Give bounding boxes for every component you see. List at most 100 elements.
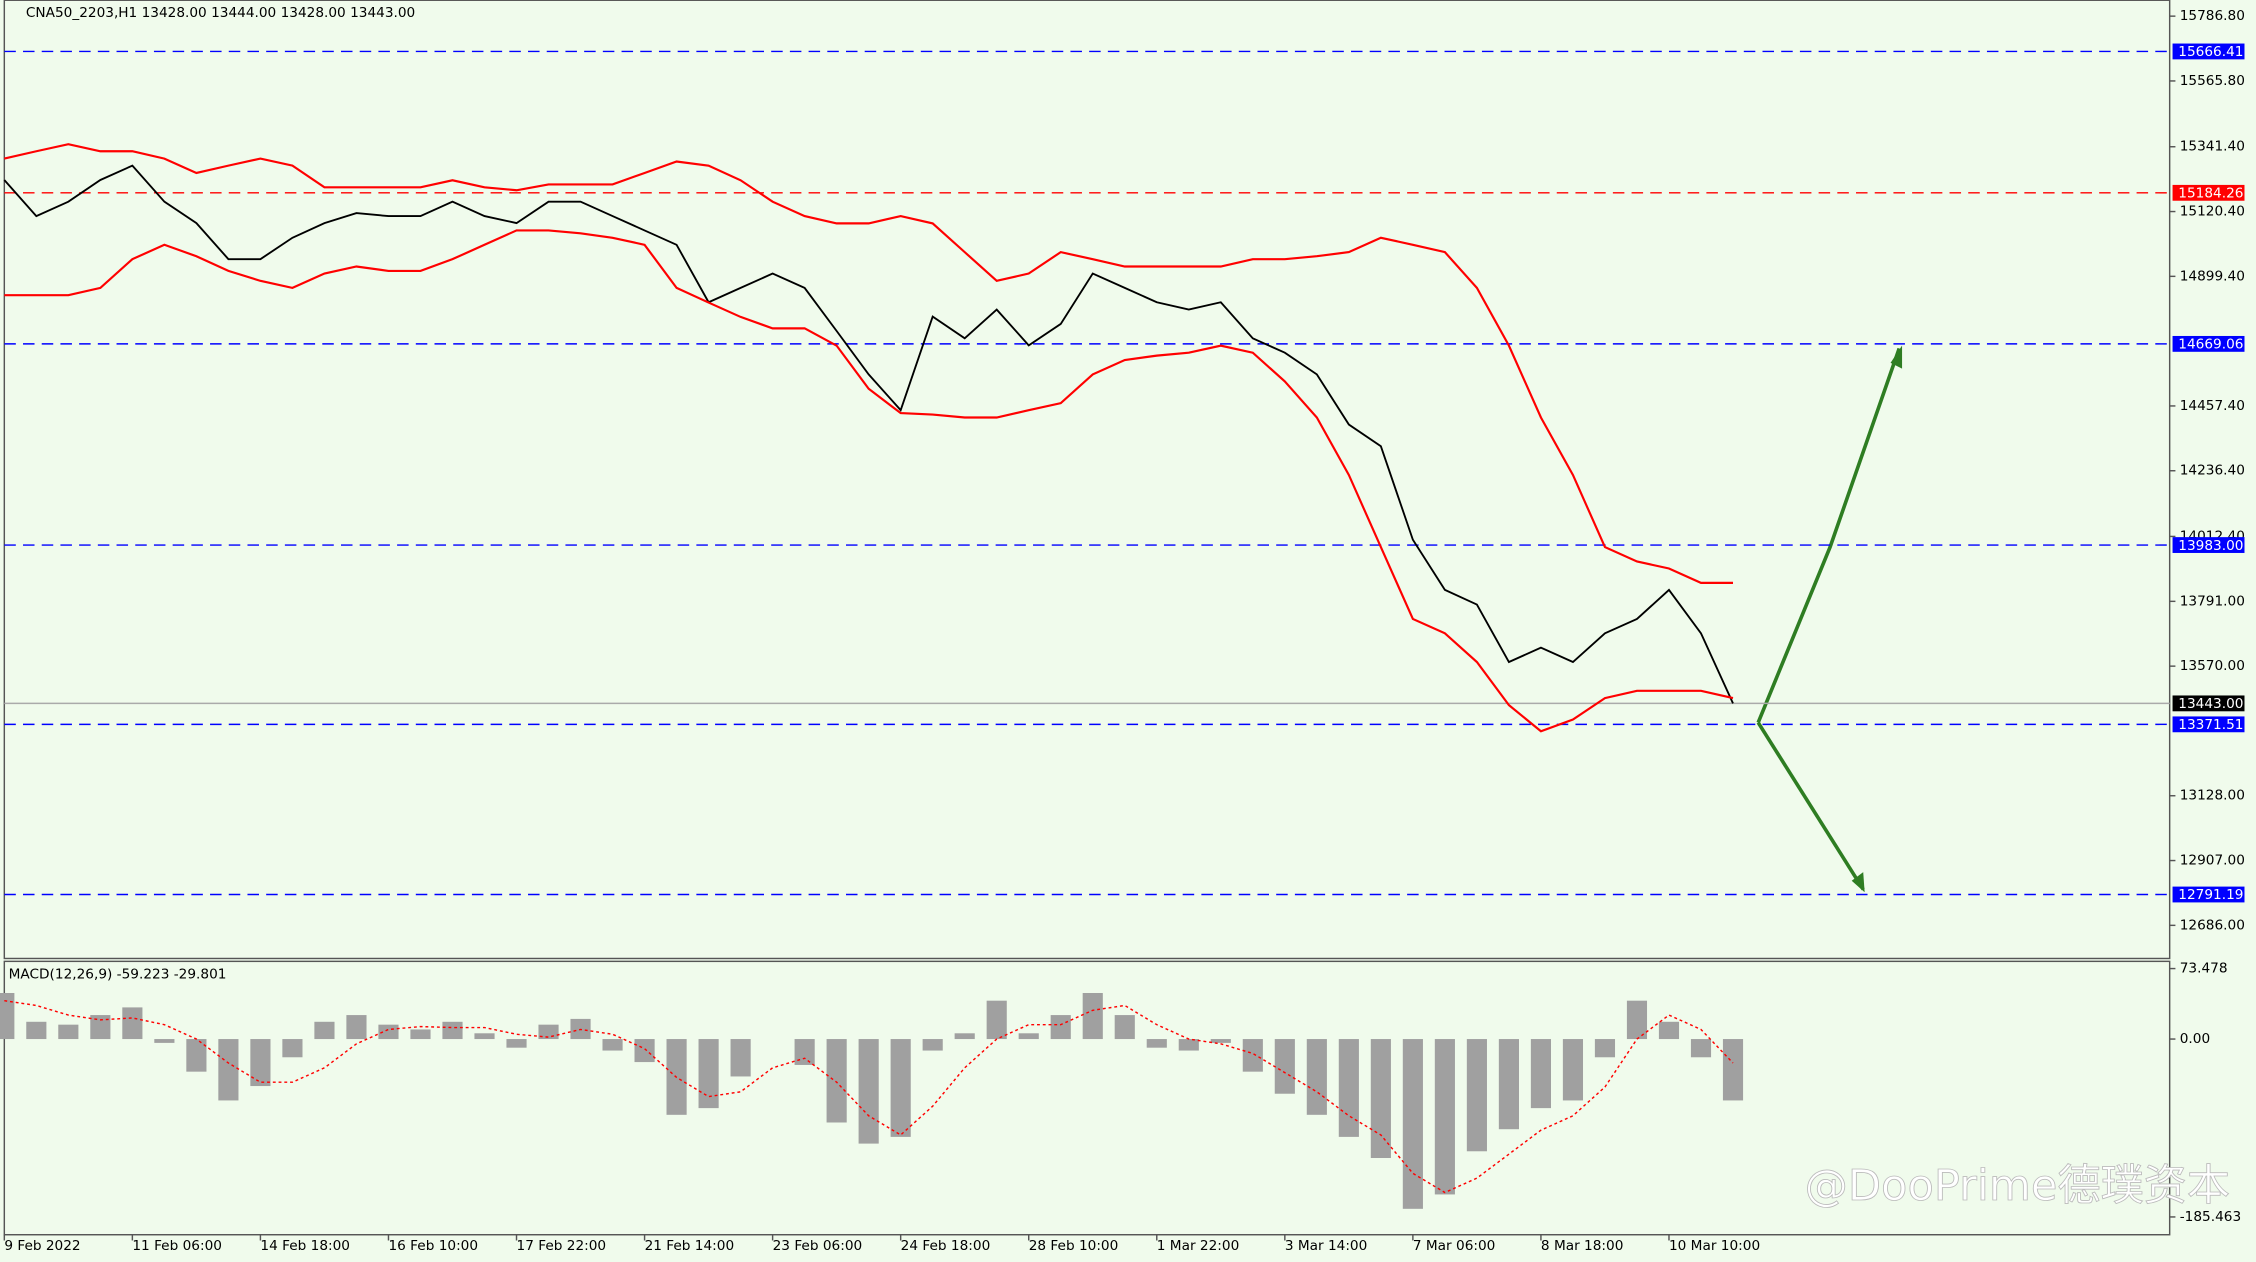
x-tick-label: 3 Mar 14:00 xyxy=(1285,1238,1368,1254)
x-tick-label: 21 Feb 14:00 xyxy=(645,1238,735,1254)
y-tick-label: 0.00 xyxy=(2180,1031,2210,1047)
macd-bar xyxy=(1370,1039,1391,1158)
macd-bar xyxy=(954,1033,975,1040)
level-box xyxy=(2172,335,2245,352)
macd-bar xyxy=(1178,1039,1199,1051)
macd-bar xyxy=(1530,1039,1551,1109)
macd-bar xyxy=(282,1039,303,1058)
level-box xyxy=(2172,537,2245,553)
y-tick-label: 13128.00 xyxy=(2180,788,2245,804)
y-tick-label: 15565.80 xyxy=(2180,73,2245,89)
macd-bar xyxy=(1722,1039,1744,1101)
level-box xyxy=(2172,43,2245,60)
macd-bar xyxy=(1338,1039,1359,1137)
x-tick-label: 1 Mar 22:00 xyxy=(1157,1238,1240,1254)
macd-bar xyxy=(1466,1039,1487,1152)
macd-bar xyxy=(1562,1039,1584,1101)
down-arrow xyxy=(1756,721,1865,891)
macd-title: MACD(12,26,9) -59.223 -29.801 xyxy=(9,966,227,982)
y-tick-label: 15120.40 xyxy=(2180,204,2245,220)
y-tick-label: 14899.40 xyxy=(2180,268,2245,284)
macd-bar xyxy=(186,1039,207,1072)
macd-bar xyxy=(58,1024,79,1040)
macd-panel xyxy=(3,960,2171,1236)
level-label: 13371.51 xyxy=(2178,717,2243,733)
y-tick-label: -185.463 xyxy=(2180,1209,2241,1225)
level-label: 14669.06 xyxy=(2178,337,2243,353)
macd-bar xyxy=(90,1015,111,1040)
macd-bar xyxy=(474,1033,495,1040)
macd-bar xyxy=(0,993,15,1040)
macd-bar xyxy=(346,1015,367,1040)
macd-bar xyxy=(378,1024,399,1040)
macd-bar xyxy=(1242,1039,1263,1072)
macd-bar xyxy=(1626,1000,1648,1040)
x-tick-label: 11 Feb 06:00 xyxy=(132,1238,222,1254)
y-tick-label: 12907.00 xyxy=(2180,853,2245,869)
macd-bar xyxy=(1658,1021,1680,1040)
macd-bar xyxy=(1274,1039,1295,1094)
x-tick-label: 10 Mar 10:00 xyxy=(1669,1238,1760,1254)
y-tick-label: 13791.00 xyxy=(2180,593,2245,609)
macd-bar xyxy=(154,1039,175,1043)
x-tick-label: 28 Feb 10:00 xyxy=(1029,1238,1119,1254)
macd-bar xyxy=(1050,1015,1071,1040)
macd-bar xyxy=(1082,993,1103,1040)
x-tick-label: 16 Feb 10:00 xyxy=(388,1238,478,1254)
level-box xyxy=(2172,184,2245,201)
level-label: 13443.00 xyxy=(2178,696,2243,712)
macd-bar xyxy=(1498,1039,1519,1130)
y-tick-label: 15341.40 xyxy=(2180,139,2245,155)
watermark: @DooPrime德璞资本 xyxy=(1805,1161,2230,1211)
level-label: 12791.19 xyxy=(2178,887,2243,903)
x-tick-label: 7 Mar 06:00 xyxy=(1413,1238,1496,1254)
level-box xyxy=(2172,886,2245,903)
y-tick-label: 14457.40 xyxy=(2180,398,2245,414)
macd-bar xyxy=(314,1021,335,1040)
macd-bar xyxy=(1146,1039,1167,1048)
macd-bar xyxy=(1114,1015,1135,1040)
macd-bar xyxy=(218,1039,239,1101)
macd-bar xyxy=(1402,1039,1423,1209)
y-tick-label: 12686.00 xyxy=(2180,917,2245,933)
level-label: 15666.41 xyxy=(2178,44,2243,60)
macd-bar xyxy=(26,1021,47,1040)
macd-bar xyxy=(410,1029,431,1040)
x-tick-label: 17 Feb 22:00 xyxy=(517,1238,607,1254)
macd-bar xyxy=(890,1039,911,1137)
macd-bar xyxy=(1306,1039,1327,1115)
band-line xyxy=(4,229,1734,733)
macd-bar xyxy=(250,1039,271,1087)
level-label: 15184.26 xyxy=(2178,186,2243,202)
y-tick-label: 14236.40 xyxy=(2180,463,2245,479)
macd-bar xyxy=(602,1039,623,1051)
macd-bar xyxy=(442,1021,463,1040)
up-arrow xyxy=(1756,347,1901,724)
macd-bar xyxy=(1434,1039,1455,1195)
macd-bar xyxy=(826,1039,847,1123)
price-panel xyxy=(3,0,2171,960)
price-line xyxy=(3,164,1734,704)
macd-bar xyxy=(506,1039,527,1048)
y-tick-label: 13570.00 xyxy=(2180,658,2245,674)
macd-bar xyxy=(794,1039,815,1065)
x-tick-label: 23 Feb 06:00 xyxy=(773,1238,863,1254)
macd-bar xyxy=(1210,1039,1231,1043)
band-line xyxy=(4,143,1734,584)
signal-line xyxy=(4,999,1734,1194)
y-tick-label: 73.478 xyxy=(2180,961,2228,977)
macd-bar xyxy=(986,1000,1007,1040)
y-tick-label: 15786.80 xyxy=(2180,8,2245,24)
level-box xyxy=(2172,695,2245,712)
macd-bar xyxy=(1018,1033,1039,1040)
macd-bar xyxy=(634,1039,655,1063)
x-tick-label: 14 Feb 18:00 xyxy=(260,1238,350,1254)
x-tick-label: 24 Feb 18:00 xyxy=(901,1238,991,1254)
macd-bar xyxy=(858,1039,879,1144)
macd-bar xyxy=(122,1007,143,1040)
macd-bar xyxy=(1594,1039,1616,1058)
macd-bar xyxy=(730,1039,751,1077)
arrow-head xyxy=(1851,872,1865,893)
